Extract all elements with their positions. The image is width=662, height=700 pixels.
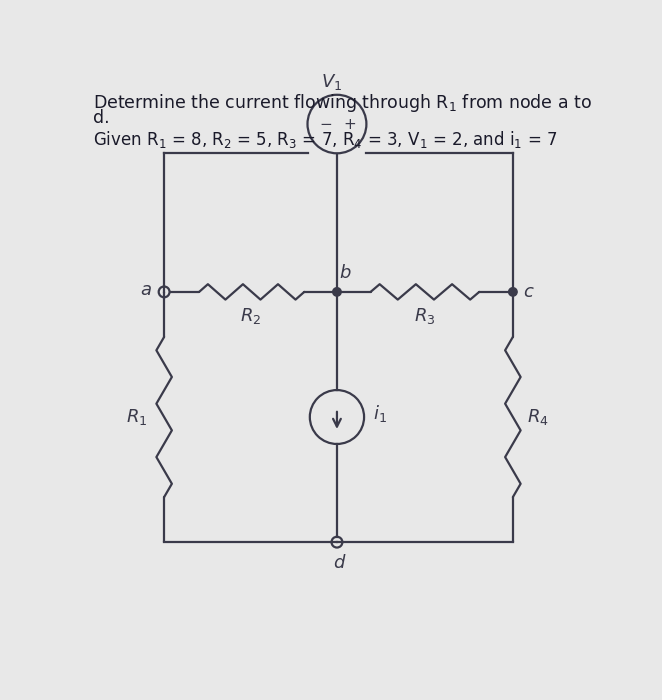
Circle shape [508,288,517,296]
Text: $i_1$: $i_1$ [373,402,387,423]
Text: b: b [339,264,351,282]
Circle shape [159,286,169,297]
Text: $R_3$: $R_3$ [414,306,436,326]
Text: Determine the current flowing through $\mathregular{R_1}$ from node a to: Determine the current flowing through $\… [93,92,592,113]
Circle shape [332,537,342,547]
Text: $R_4$: $R_4$ [527,407,549,427]
Text: d: d [333,554,344,572]
Text: d.: d. [93,108,109,127]
Text: c: c [523,283,533,301]
Text: $R_1$: $R_1$ [126,407,147,427]
Text: $R_2$: $R_2$ [240,306,261,326]
Text: Given $\mathregular{R_1}$ = 8, $\mathregular{R_2}$ = 5, $\mathregular{R_3}$ = 7,: Given $\mathregular{R_1}$ = 8, $\mathreg… [93,129,557,150]
Text: $V_1$: $V_1$ [321,71,342,92]
Text: a: a [140,281,151,299]
Text: +: + [343,116,355,132]
Text: −: − [319,116,332,132]
Circle shape [333,288,341,296]
